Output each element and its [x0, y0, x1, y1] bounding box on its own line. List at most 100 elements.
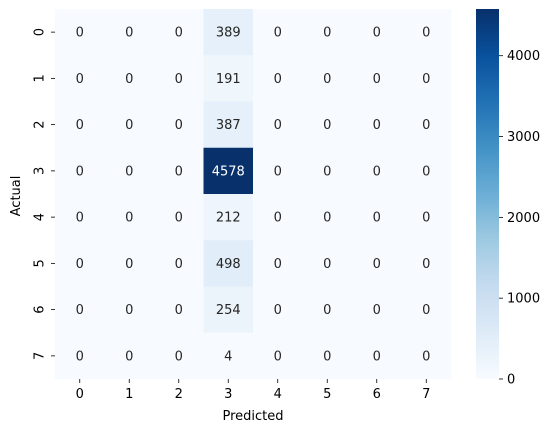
- cell-value-label: 0: [76, 303, 84, 318]
- x-tick-label: 3: [224, 387, 232, 402]
- cell-value-label: 212: [216, 211, 241, 226]
- cell-value-label: 0: [274, 118, 282, 133]
- x-tick-label: 0: [76, 387, 84, 402]
- heatmap-cell: [302, 9, 353, 56]
- cell-value-label: 0: [323, 164, 331, 179]
- cell-value-label: 0: [175, 72, 183, 87]
- cell-value-label: 0: [422, 72, 430, 87]
- heatmap-cell: [55, 332, 105, 380]
- heatmap-cell: [55, 286, 105, 334]
- x-tick-label: 7: [422, 387, 430, 402]
- heatmap-cell: [154, 194, 204, 241]
- heatmap-cell: [55, 240, 105, 287]
- cell-value-label: 0: [76, 257, 84, 272]
- heatmap-cell: [203, 286, 254, 334]
- x-axis-ticks: 0 1 2 3 4 5 6 7: [76, 379, 430, 402]
- heatmap-cell: [253, 332, 303, 380]
- heatmap-cell: [203, 194, 254, 241]
- cell-value-label: 0: [76, 211, 84, 226]
- colorbar-tick-label: 2000: [507, 211, 540, 226]
- heatmap-cell: [253, 147, 303, 195]
- heatmap-cell: [203, 147, 254, 195]
- y-tick-label: 7: [33, 352, 48, 360]
- heatmap-cell: [203, 9, 254, 56]
- heatmap-cell: [302, 332, 353, 380]
- heatmap-cell: [154, 101, 204, 149]
- cell-value-label: 4: [224, 349, 232, 364]
- cell-value-label: 0: [125, 164, 133, 179]
- heatmap-cell: [401, 286, 452, 334]
- heatmap-cell: [352, 9, 402, 56]
- heatmap-cell: [401, 147, 452, 195]
- heatmap-cell: [352, 286, 402, 334]
- cell-value-label: 0: [175, 118, 183, 133]
- cell-value-label: 0: [274, 257, 282, 272]
- cell-value-label: 0: [175, 257, 183, 272]
- cell-value-label: 0: [175, 211, 183, 226]
- cell-value-label: 0: [422, 211, 430, 226]
- cell-value-label: 0: [373, 118, 381, 133]
- heatmap-cell: [401, 240, 452, 287]
- y-tick-label: 3: [33, 167, 48, 175]
- y-tick-label: 6: [33, 305, 48, 313]
- heatmap-cells: [55, 9, 452, 380]
- heatmap-cell: [253, 240, 303, 287]
- cell-value-label: 0: [373, 26, 381, 41]
- heatmap-cell: [302, 147, 353, 195]
- heatmap-cell: [203, 240, 254, 287]
- cell-value-label: 4578: [212, 164, 245, 179]
- colorbar-ticks: 0 1000 2000 3000 4000: [499, 49, 540, 388]
- heatmap-cell: [253, 194, 303, 241]
- cell-value-label: 0: [373, 211, 381, 226]
- cell-value-label: 0: [274, 303, 282, 318]
- x-tick-label: 6: [373, 387, 381, 402]
- colorbar-tick-label: 3000: [507, 130, 540, 145]
- cell-value-label: 0: [76, 164, 84, 179]
- heatmap-cell: [154, 55, 204, 102]
- cell-value-label: 0: [323, 72, 331, 87]
- cell-value-label: 0: [422, 257, 430, 272]
- heatmap-cell: [253, 9, 303, 56]
- cell-value-label: 0: [274, 26, 282, 41]
- x-axis-label: Predicted: [222, 409, 283, 424]
- cell-value-label: 0: [373, 303, 381, 318]
- heatmap-cell: [104, 9, 155, 56]
- cell-value-label: 0: [175, 303, 183, 318]
- cell-value-label: 0: [175, 26, 183, 41]
- heatmap-cell: [55, 9, 105, 56]
- heatmap-cell: [401, 55, 452, 102]
- cell-value-label: 0: [274, 164, 282, 179]
- cell-value-label: 0: [373, 164, 381, 179]
- cell-value-label: 254: [216, 303, 241, 318]
- colorbar-tick-label: 1000: [507, 292, 540, 307]
- heatmap-cell: [55, 55, 105, 102]
- heatmap-cell: [55, 147, 105, 195]
- cell-value-label: 387: [216, 118, 241, 133]
- heatmap-cell: [352, 101, 402, 149]
- cell-value-label: 0: [373, 257, 381, 272]
- cell-value-label: 0: [323, 257, 331, 272]
- cell-value-label: 498: [216, 257, 241, 272]
- cell-annotations: 0 0 0 389 0 0 0 0 0 0 0 191 0 0 0 0 0 0 0 387 0 0 0 0 0 0 0 4578 0 0 0…: [76, 26, 431, 365]
- cell-value-label: 0: [422, 164, 430, 179]
- heatmap-cell: [302, 240, 353, 287]
- heatmap-cell: [352, 147, 402, 195]
- cell-value-label: 389: [216, 26, 241, 41]
- heatmap-cell: [104, 55, 155, 102]
- heatmap-cell: [154, 286, 204, 334]
- cell-value-label: 0: [76, 26, 84, 41]
- cell-value-label: 0: [373, 349, 381, 364]
- cell-value-label: 0: [323, 118, 331, 133]
- y-tick-label: 0: [33, 28, 48, 36]
- cell-value-label: 191: [216, 72, 241, 87]
- heatmap-cell: [253, 286, 303, 334]
- colorbar-tick-label: 4000: [507, 49, 540, 64]
- heatmap-cell: [104, 332, 155, 380]
- y-tick-label: 2: [33, 120, 48, 128]
- heatmap-cell: [104, 240, 155, 287]
- cell-value-label: 0: [125, 118, 133, 133]
- heatmap-cell: [302, 286, 353, 334]
- cell-value-label: 0: [323, 349, 331, 364]
- heatmap-cell: [104, 147, 155, 195]
- x-tick-label: 1: [125, 387, 133, 402]
